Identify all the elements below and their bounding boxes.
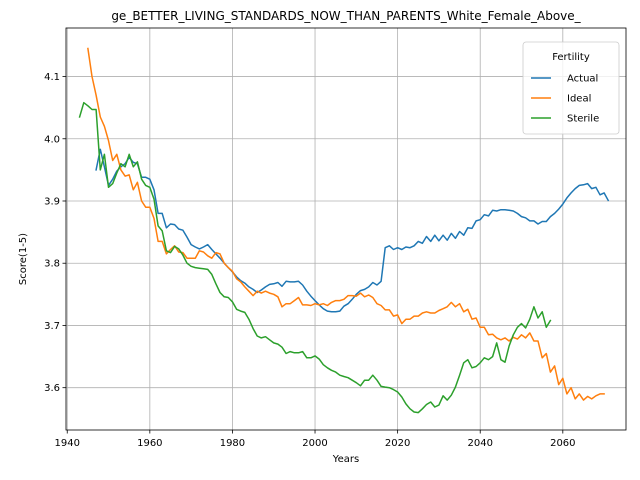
- legend-items: Actual Ideal Sterile: [531, 74, 599, 125]
- series-line-sterile: [78, 101, 552, 414]
- y-tick-label: 3.9: [44, 196, 60, 207]
- legend: Fertility Actual Ideal Sterile: [522, 41, 620, 135]
- y-axis-label: Score(1-5): [18, 233, 29, 285]
- x-tick-label: 2040: [467, 438, 492, 449]
- x-tick-label: 2020: [385, 438, 410, 449]
- legend-title: Fertility: [552, 52, 590, 63]
- y-tick-label: 3.8: [44, 259, 60, 270]
- axis-ticks: 1940 1960 1980 2000 2020 2040 2060 3.6 3.7 3.8 3.9…: [44, 72, 575, 449]
- x-tick-label: 1940: [55, 438, 80, 449]
- legend-label-sterile: Sterile: [567, 114, 599, 125]
- grid: [66, 28, 626, 430]
- x-tick-label: 1960: [137, 438, 162, 449]
- x-tick-label: 2000: [302, 438, 327, 449]
- series-lines: [78, 47, 610, 414]
- x-axis-label: Years: [332, 454, 359, 465]
- y-tick-label: 4.1: [44, 72, 60, 83]
- legend-label-ideal: Ideal: [567, 94, 591, 105]
- series-line-actual: [95, 148, 610, 313]
- chart-title: ge_BETTER_LIVING_STANDARDS_NOW_THAN_PARE…: [111, 9, 581, 23]
- x-tick-label: 1980: [220, 438, 245, 449]
- y-tick-label: 4.0: [44, 134, 60, 145]
- y-tick-label: 3.7: [44, 321, 60, 332]
- y-tick-label: 3.6: [44, 383, 60, 394]
- plot-frame: [65, 27, 627, 431]
- legend-label-actual: Actual: [567, 74, 598, 85]
- legend-box: [522, 41, 620, 135]
- x-tick-label: 2060: [550, 438, 575, 449]
